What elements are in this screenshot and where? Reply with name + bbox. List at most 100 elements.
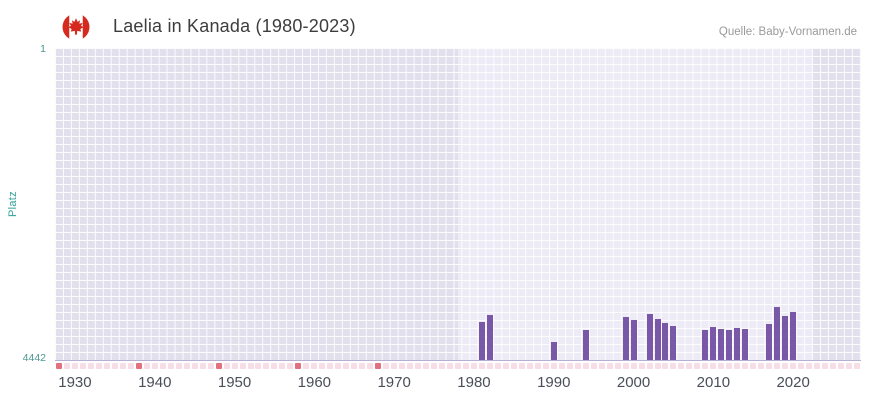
- rank-bar[interactable]: [478, 321, 485, 360]
- year-marker: [542, 363, 549, 369]
- rank-bar[interactable]: [582, 330, 589, 360]
- year-marker: [830, 363, 837, 369]
- x-tick-label: 2000: [616, 374, 651, 391]
- year-marker: [175, 363, 182, 369]
- year-marker: [638, 363, 645, 369]
- marker-strip: [55, 363, 861, 369]
- x-tick-label: 1930: [58, 374, 92, 391]
- x-tick-label: 1980: [457, 374, 491, 391]
- year-marker: [750, 363, 757, 369]
- year-marker: [702, 363, 709, 369]
- year-marker: [279, 363, 286, 369]
- year-marker: [295, 363, 302, 369]
- x-axis-ticks: 1930 1940 1950 1960 1970 1980 1990 2000 2010 2020: [55, 374, 861, 396]
- year-marker: [455, 363, 461, 369]
- year-marker: [502, 363, 509, 369]
- rank-bar[interactable]: [662, 323, 669, 360]
- x-tick-label: 1960: [297, 374, 332, 391]
- year-marker: [614, 363, 621, 369]
- rank-bar[interactable]: [710, 326, 717, 360]
- year-marker: [494, 363, 501, 369]
- year-marker: [782, 363, 789, 369]
- year-marker: [447, 363, 454, 369]
- year-marker: [63, 363, 70, 369]
- year-marker: [255, 363, 262, 369]
- year-marker: [303, 363, 310, 369]
- year-marker: [199, 363, 206, 369]
- x-tick-label: 2010: [696, 374, 731, 391]
- year-marker: [526, 363, 533, 369]
- year-marker: [710, 363, 717, 369]
- year-marker: [742, 363, 749, 369]
- rank-bar[interactable]: [718, 328, 725, 360]
- year-marker: [327, 363, 334, 369]
- year-marker: [590, 363, 597, 369]
- year-marker: [95, 363, 102, 369]
- year-marker: [606, 363, 613, 369]
- year-marker: [686, 363, 693, 369]
- year-marker: [247, 363, 254, 369]
- rank-bar[interactable]: [726, 329, 733, 360]
- year-marker: [231, 363, 238, 369]
- year-marker: [399, 363, 406, 369]
- year-marker: [534, 363, 541, 369]
- rank-bar[interactable]: [670, 326, 677, 360]
- year-marker: [758, 363, 765, 369]
- canada-flag-icon: [62, 13, 90, 41]
- rank-bar[interactable]: [550, 342, 557, 360]
- x-tick-label: 1940: [138, 374, 172, 391]
- year-marker: [510, 363, 517, 369]
- year-marker: [486, 363, 493, 369]
- year-marker: [622, 363, 629, 369]
- year-marker: [239, 363, 246, 369]
- year-marker: [550, 363, 557, 369]
- year-marker: [111, 363, 118, 369]
- rank-bar[interactable]: [654, 319, 661, 360]
- rank-bar[interactable]: [646, 314, 653, 360]
- year-marker: [574, 363, 581, 369]
- year-marker: [566, 363, 573, 369]
- rank-bar[interactable]: [782, 316, 789, 360]
- year-marker: [191, 363, 198, 369]
- year-marker: [470, 363, 477, 369]
- year-marker: [838, 363, 845, 369]
- year-marker: [518, 363, 525, 369]
- rank-bar[interactable]: [774, 307, 781, 360]
- rank-bar[interactable]: [486, 314, 493, 360]
- rank-bar[interactable]: [622, 317, 629, 360]
- year-marker: [814, 363, 821, 369]
- page-title: Laelia in Kanada (1980-2023): [113, 16, 356, 36]
- year-marker: [854, 363, 860, 369]
- rank-bar[interactable]: [630, 319, 637, 360]
- year-marker: [478, 363, 485, 369]
- year-marker: [694, 363, 701, 369]
- year-marker: [670, 363, 677, 369]
- year-marker: [335, 363, 342, 369]
- year-marker: [646, 363, 653, 369]
- plot-area: [55, 48, 861, 361]
- year-marker: [367, 363, 374, 369]
- year-marker: [103, 363, 110, 369]
- y-tick-top: 1: [40, 43, 46, 55]
- year-marker: [439, 363, 446, 369]
- rank-bar[interactable]: [734, 328, 741, 360]
- rank-bar[interactable]: [742, 328, 749, 360]
- year-marker: [415, 363, 422, 369]
- year-marker: [271, 363, 278, 369]
- year-marker: [407, 363, 414, 369]
- year-marker: [207, 363, 214, 369]
- year-marker: [558, 363, 565, 369]
- rank-bar[interactable]: [766, 324, 773, 360]
- rank-bar[interactable]: [702, 330, 709, 360]
- year-marker: [215, 363, 222, 369]
- year-marker: [143, 363, 150, 369]
- x-tick-label: 1950: [217, 374, 252, 391]
- year-marker: [263, 363, 270, 369]
- source-credit: Quelle: Baby-Vornamen.de: [718, 26, 857, 38]
- rank-bar[interactable]: [790, 312, 797, 360]
- year-marker: [790, 363, 797, 369]
- year-marker: [822, 363, 829, 369]
- year-marker: [462, 363, 469, 369]
- year-marker: [678, 363, 685, 369]
